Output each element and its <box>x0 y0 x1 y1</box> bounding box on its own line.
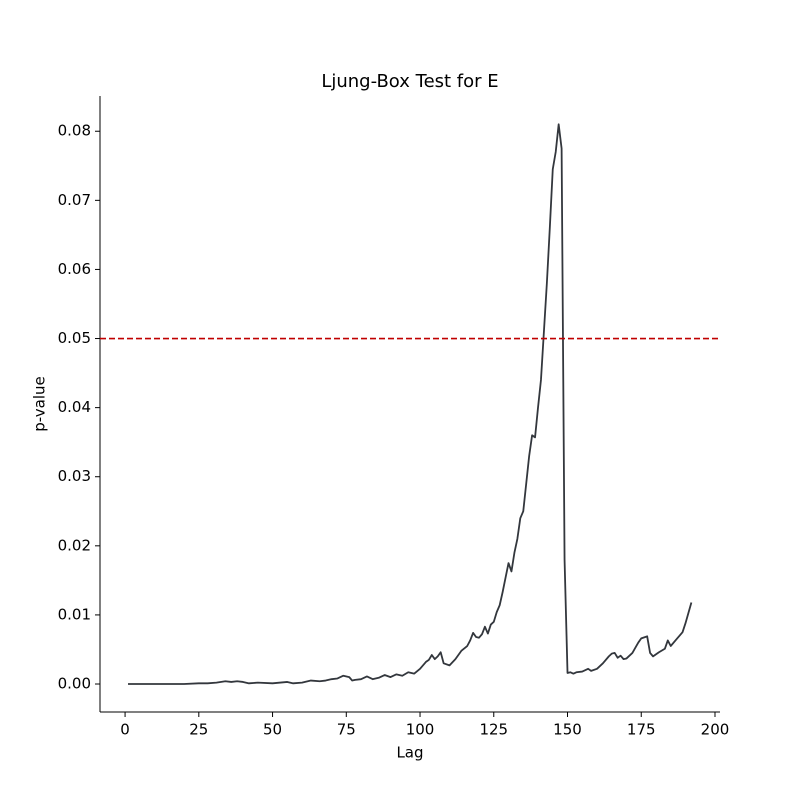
y-axis-label: p-value <box>31 376 49 432</box>
chart-title: Ljung-Box Test for E <box>321 71 498 92</box>
x-axis-label: Lag <box>396 744 423 762</box>
y-tick-label: 0.02 <box>58 536 91 554</box>
x-tick-label: 0 <box>120 721 130 739</box>
x-tick-label: 50 <box>263 721 282 739</box>
x-tick-label: 175 <box>627 721 656 739</box>
y-tick-label: 0.07 <box>58 191 91 209</box>
x-tick-label: 125 <box>479 721 508 739</box>
y-tick-label: 0.04 <box>58 398 91 416</box>
x-tick-label: 25 <box>189 721 208 739</box>
x-tick-label: 75 <box>337 721 356 739</box>
x-tick-label: 150 <box>553 721 582 739</box>
x-tick-label: 200 <box>701 721 730 739</box>
y-tick-label: 0.01 <box>58 605 91 623</box>
x-tick-label: 100 <box>406 721 435 739</box>
y-tick-label: 0.03 <box>58 467 91 485</box>
y-tick-label: 0.08 <box>58 122 91 140</box>
data-line <box>128 123 693 685</box>
y-tick-label: 0.06 <box>58 260 91 278</box>
y-tick-label: 0.00 <box>58 675 91 693</box>
y-tick-label: 0.05 <box>58 329 91 347</box>
